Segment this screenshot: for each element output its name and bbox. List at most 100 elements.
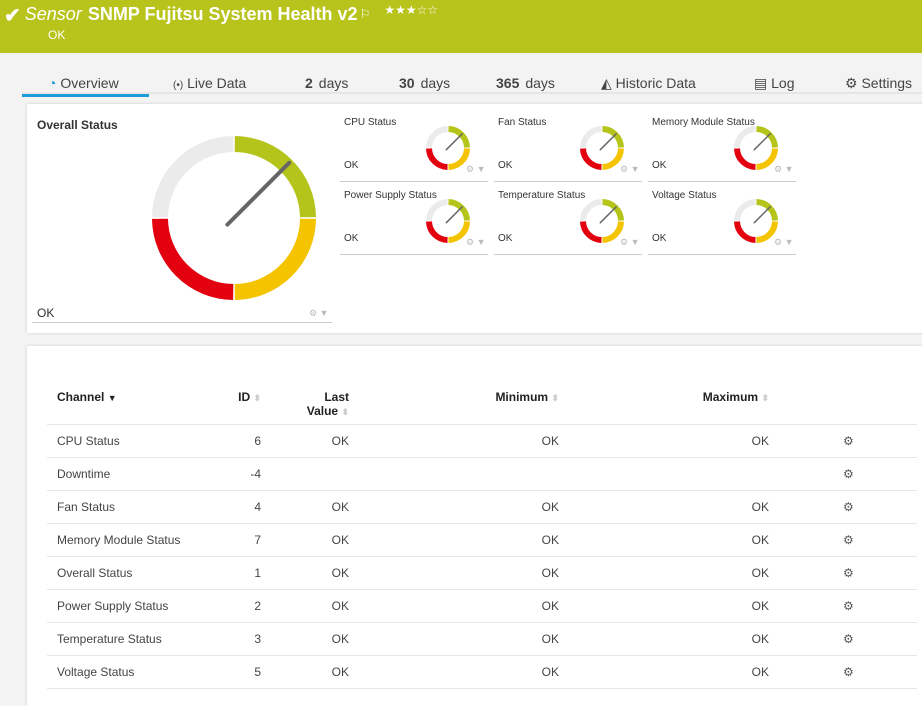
priority-stars[interactable]: ★★★☆☆: [384, 3, 439, 17]
cell-minimum: OK: [359, 523, 569, 557]
channel-gauge-cpu-status[interactable]: CPU Status OK ⚙ ▼: [340, 112, 488, 182]
cell-last-value: [271, 457, 359, 491]
gauge-tools-icon[interactable]: ⚙ ▼: [309, 308, 329, 318]
sort-down-icon: ▼: [107, 393, 117, 403]
gauge-error-segment: [426, 148, 448, 170]
gauge-warning-segment: [602, 221, 624, 243]
tab-settings[interactable]: ⚙ Settings: [845, 75, 913, 91]
cell-channel[interactable]: Overall Status: [47, 556, 197, 590]
cell-maximum: [569, 457, 779, 491]
cell-minimum: OK: [359, 655, 569, 689]
gauge-tools-icon[interactable]: ⚙ ▼: [774, 237, 794, 247]
channel-settings-icon[interactable]: ⚙: [843, 631, 854, 646]
table-row[interactable]: Downtime -4 ⚙: [47, 457, 917, 491]
channel-settings-icon[interactable]: ⚙: [843, 433, 854, 448]
gauge-error-segment: [580, 148, 602, 170]
channel-gauge-temperature-status[interactable]: Temperature Status OK ⚙ ▼: [494, 185, 642, 255]
gauge-tools-icon[interactable]: ⚙ ▼: [466, 237, 486, 247]
tab-30-days[interactable]: 30 days: [399, 75, 451, 91]
cell-minimum: OK: [359, 556, 569, 590]
cell-minimum: OK: [359, 424, 569, 458]
gauge-needle: [445, 206, 463, 224]
tab-log[interactable]: ▤ Log: [754, 75, 795, 91]
tab-2-days[interactable]: 2 days: [305, 75, 349, 91]
tab-historic-data[interactable]: ◭ Historic Data: [601, 75, 696, 91]
gauge-tools-icon[interactable]: ⚙ ▼: [620, 164, 640, 174]
gauge-empty-segment: [580, 199, 602, 221]
gauge-needle: [599, 133, 617, 151]
cell-channel[interactable]: CPU Status: [47, 424, 197, 458]
col-channel[interactable]: Channel ▼: [47, 382, 197, 425]
channel-settings-icon[interactable]: ⚙: [843, 664, 854, 679]
channel-settings-icon[interactable]: ⚙: [843, 565, 854, 580]
cell-channel[interactable]: Power Supply Status: [47, 589, 197, 623]
col-id[interactable]: ID ⬍: [197, 382, 271, 425]
channel-settings-icon[interactable]: ⚙: [843, 466, 854, 481]
cell-channel[interactable]: Fan Status: [47, 490, 197, 524]
gauge-value: OK: [498, 233, 513, 244]
cell-maximum: OK: [569, 655, 779, 689]
col-actions: [779, 382, 917, 425]
channel-gauge-power-supply-status[interactable]: Power Supply Status OK ⚙ ▼: [340, 185, 488, 255]
table-row[interactable]: Overall Status 1 OK OK OK ⚙: [47, 556, 917, 590]
gauge-warning-segment: [448, 148, 470, 170]
cell-maximum: OK: [569, 622, 779, 656]
overall-status-value: OK: [37, 306, 55, 320]
gauge-label: Power Supply Status: [344, 190, 437, 201]
gauge-tools-icon[interactable]: ⚙ ▼: [620, 237, 640, 247]
cell-id: 2: [197, 589, 271, 623]
channel-settings-icon[interactable]: ⚙: [843, 532, 854, 547]
cell-minimum: OK: [359, 622, 569, 656]
table-row[interactable]: Fan Status 4 OK OK OK ⚙: [47, 490, 917, 524]
divider: [32, 322, 332, 323]
sensor-status: OK: [48, 28, 66, 42]
cell-channel[interactable]: Temperature Status: [47, 622, 197, 656]
channels-panel: Channel ▼ ID ⬍ Last Value ⬍ Minimum ⬍ Max…: [27, 346, 922, 706]
gauge-label: Temperature Status: [498, 190, 586, 201]
gauge-icon: ◔: [48, 75, 57, 91]
mini-gauge: [734, 199, 778, 243]
cell-last-value: OK: [271, 622, 359, 656]
cell-channel[interactable]: Voltage Status: [47, 655, 197, 689]
gauge-warning-segment: [756, 221, 778, 243]
cell-channel[interactable]: Downtime: [47, 457, 197, 491]
col-maximum[interactable]: Maximum ⬍: [569, 382, 779, 425]
sort-icon: ⬍: [761, 393, 769, 403]
gauge-tools-icon[interactable]: ⚙ ▼: [774, 164, 794, 174]
gauge-value: OK: [344, 160, 359, 171]
gauge-warning-segment: [448, 221, 470, 243]
channel-settings-icon[interactable]: ⚙: [843, 598, 854, 613]
flag-icon[interactable]: ⚐: [359, 7, 371, 21]
table-row[interactable]: Memory Module Status 7 OK OK OK ⚙: [47, 523, 917, 557]
cell-channel[interactable]: Memory Module Status: [47, 523, 197, 557]
channel-settings-icon[interactable]: ⚙: [843, 499, 854, 514]
table-row[interactable]: Voltage Status 5 OK OK OK ⚙: [47, 655, 917, 689]
channel-gauge-voltage-status[interactable]: Voltage Status OK ⚙ ▼: [648, 185, 796, 255]
gauge-label: Memory Module Status: [652, 117, 755, 128]
col-last-value[interactable]: Last Value ⬍: [271, 382, 359, 425]
gauge-label: CPU Status: [344, 117, 397, 128]
tab-live-data[interactable]: (•) Live Data: [173, 75, 247, 91]
col-minimum[interactable]: Minimum ⬍: [359, 382, 569, 425]
cell-maximum: OK: [569, 523, 779, 557]
cell-last-value: OK: [271, 490, 359, 524]
tab-365-days[interactable]: 365 days: [496, 75, 555, 91]
table-row[interactable]: Temperature Status 3 OK OK OK ⚙: [47, 622, 917, 656]
channel-gauge-fan-status[interactable]: Fan Status OK ⚙ ▼: [494, 112, 642, 182]
sort-icon: ⬍: [551, 393, 559, 403]
gauge-warning-segment: [602, 148, 624, 170]
cell-last-value: OK: [271, 589, 359, 623]
channel-gauge-memory-module-status[interactable]: Memory Module Status OK ⚙ ▼: [648, 112, 796, 182]
gauge-needle: [599, 206, 617, 224]
gauge-value: OK: [652, 233, 667, 244]
gauge-tools-icon[interactable]: ⚙ ▼: [466, 164, 486, 174]
gauge-needle: [445, 133, 463, 151]
table-row[interactable]: CPU Status 6 OK OK OK ⚙: [47, 424, 917, 458]
gauge-error-segment: [580, 221, 602, 243]
gauge-needle: [225, 160, 292, 227]
tab-overview[interactable]: ◔ Overview: [22, 75, 149, 97]
table-row[interactable]: Power Supply Status 2 OK OK OK ⚙: [47, 589, 917, 623]
mini-gauge: [426, 199, 470, 243]
overall-status-title: Overall Status: [37, 118, 118, 132]
list-icon: ▤: [754, 75, 768, 91]
